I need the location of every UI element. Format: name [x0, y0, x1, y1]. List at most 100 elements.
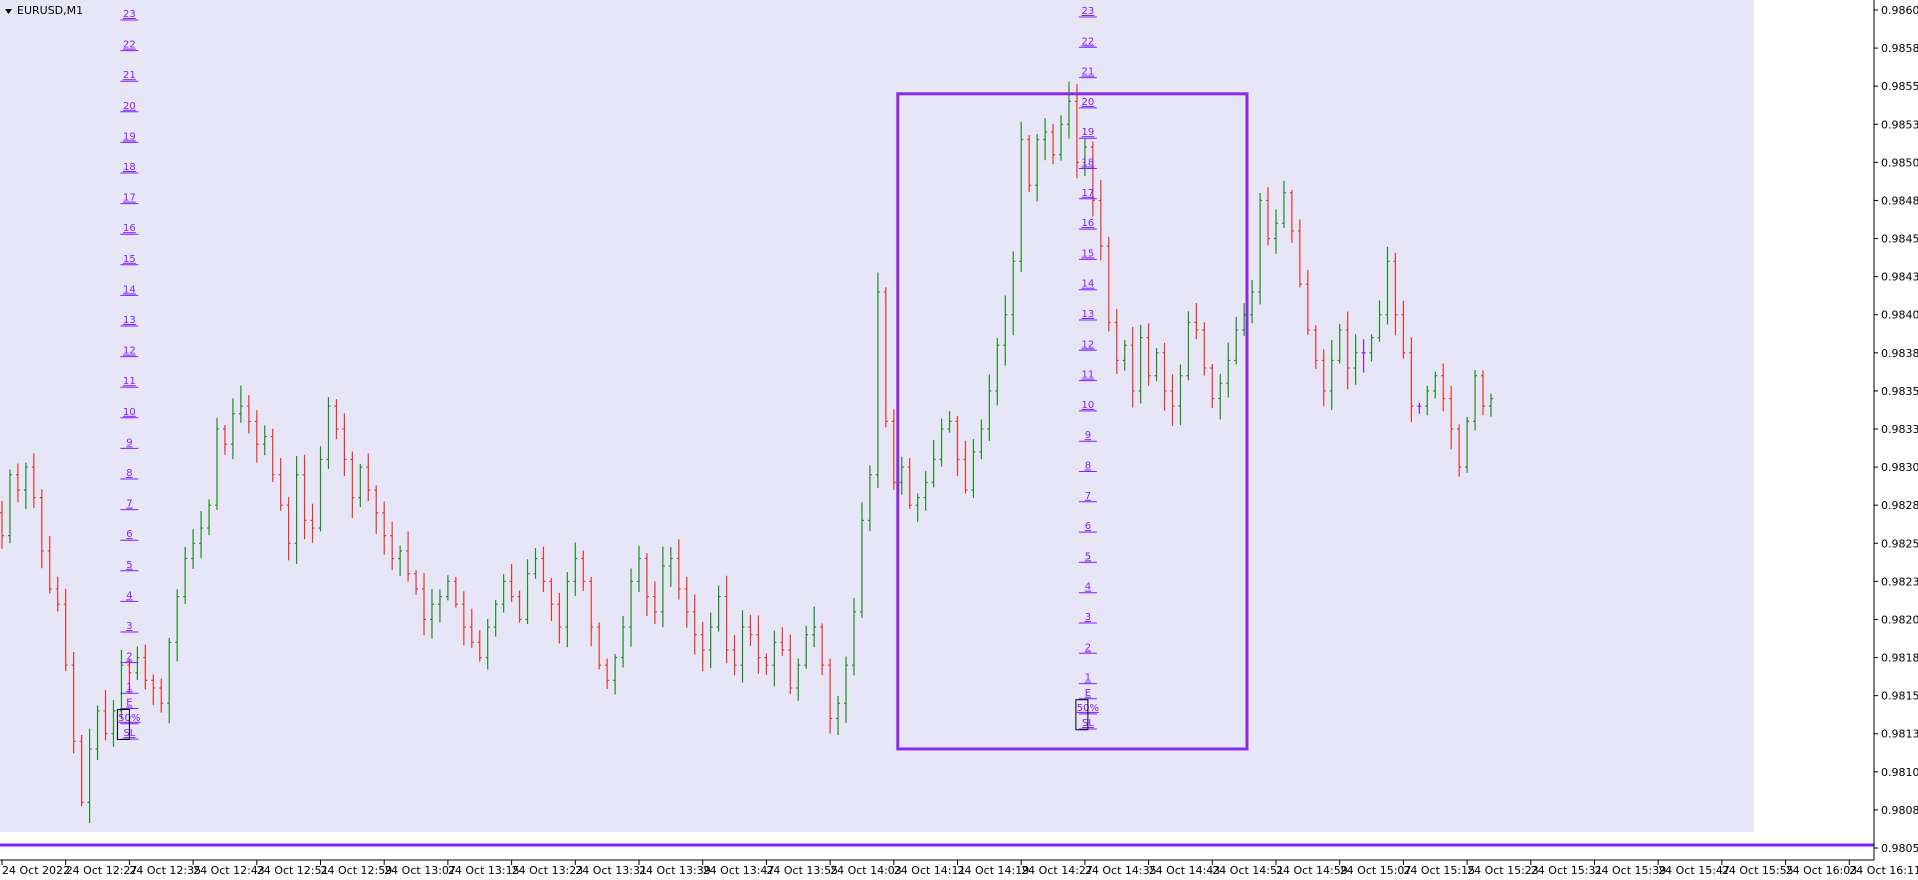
level-label: 7 [1085, 491, 1091, 502]
ohlc-bar [1337, 323, 1342, 364]
ohlc-bar [1090, 141, 1095, 217]
ohlc-bar [95, 705, 100, 761]
level-label: 10 [1082, 400, 1095, 411]
triangle-down-icon[interactable] [5, 9, 12, 14]
ohlc-bar [1289, 189, 1294, 243]
ohlc-bar [859, 502, 864, 619]
ohlc-bar [199, 511, 204, 559]
level-label: 12 [1082, 339, 1095, 350]
ohlc-bar [740, 610, 745, 683]
ohlc-bar [1066, 81, 1071, 139]
ohlc-bar [318, 446, 323, 532]
ohlc-bar [31, 453, 36, 509]
ohlc-bar [485, 618, 490, 670]
ohlc-bar [1274, 209, 1278, 254]
ohlc-bar [1162, 342, 1167, 411]
ohlc-bar [445, 575, 450, 601]
ohlc-bar [87, 728, 92, 824]
ohlc-bar [1258, 192, 1263, 305]
ohlc-bar [207, 499, 212, 536]
ohlc-bar [772, 630, 777, 687]
x-tick-label: 24 Oct 12:35 [129, 864, 201, 877]
level-label: 3 [126, 621, 132, 632]
ohlc-bar [1011, 251, 1016, 336]
y-tick-label: 0.98305 [1881, 461, 1918, 474]
level-label: 17 [123, 193, 136, 204]
x-tick-label: 24 Oct 12:51 [257, 864, 329, 877]
ohlc-bar [549, 578, 554, 622]
ohlc-bar [1082, 139, 1087, 177]
ohlc-bar [517, 590, 522, 623]
level-label: E [1085, 688, 1091, 699]
ohlc-bar [294, 455, 299, 565]
ohlc-bar [955, 416, 960, 476]
ohlc-bar [804, 625, 809, 669]
selection-box[interactable] [896, 92, 1249, 751]
ohlc-bar [788, 634, 793, 695]
ohlc-bar [1385, 246, 1390, 325]
ohlc-bar [1297, 219, 1302, 288]
level-label: 22 [1082, 36, 1095, 47]
ohlc-bar [374, 485, 379, 534]
ohlc-bar [963, 440, 968, 494]
y-tick-label: 0.98255 [1881, 537, 1918, 550]
ohlc-bar [135, 646, 140, 681]
ohlc-bar [931, 439, 936, 488]
ohlc-bar [828, 658, 833, 734]
ohlc-bar [684, 576, 689, 628]
ohlc-bar [175, 589, 180, 662]
ohlc-bar [915, 493, 920, 522]
ohlc-bar [589, 576, 594, 647]
ohlc-bar [191, 529, 196, 569]
ohlc-bar [1098, 179, 1103, 261]
level-label: 14 [123, 284, 136, 295]
ohlc-bar [637, 545, 641, 593]
ohlc-bar [1130, 327, 1135, 408]
level-label: 21 [1082, 67, 1095, 78]
ohlc-bar [453, 576, 458, 608]
ohlc-bar [7, 469, 12, 544]
x-tick-label: 24 Oct 16:11 [1849, 864, 1918, 877]
ohlc-bar [1003, 295, 1008, 366]
x-tick-label: 24 Oct 16:03 [1786, 864, 1858, 877]
ohlc-bar [326, 397, 331, 470]
y-tick-label: 0.98155 [1881, 690, 1918, 703]
ohlc-bar [1481, 370, 1486, 416]
x-tick-label: 24 Oct 13:55 [766, 864, 838, 877]
ohlc-bar [79, 735, 84, 807]
ohlc-bar [1234, 317, 1239, 365]
ohlc-bar [1369, 334, 1374, 362]
left-level_set-ladder: 2322212019181716151413121110987654321E50… [116, 9, 141, 740]
ohlc-bar [939, 418, 944, 467]
level-label: 6 [1085, 521, 1091, 532]
ohlc-bar [1250, 279, 1255, 324]
ohlc-bar [477, 630, 482, 662]
ohlc-bar [907, 457, 912, 509]
ohlc-bar [1465, 416, 1470, 473]
ohlc-bar [995, 337, 1000, 406]
ohlc-bar [55, 576, 60, 612]
ohlc-bar [652, 581, 657, 625]
ohlc-bar [1433, 371, 1438, 399]
ohlc-bar [238, 385, 243, 423]
y-tick-label: 0.98555 [1881, 80, 1918, 93]
ohlc-bar [310, 503, 315, 543]
ohlc-bar [1441, 363, 1446, 412]
ohlc-bar [867, 465, 872, 532]
ohlc-bar [883, 287, 888, 428]
ohlc-bar [1106, 237, 1111, 332]
ohlc-bar [262, 425, 267, 456]
ohlc-bar [414, 570, 419, 595]
ohlc-bar [644, 553, 649, 617]
level-label: 21 [123, 70, 136, 81]
ohlc-bar [302, 454, 307, 540]
x-tick-label: 24 Oct 13:39 [639, 864, 711, 877]
ohlc-bar [167, 637, 172, 724]
ohlc-bar [724, 575, 729, 664]
stop-box [1075, 699, 1089, 731]
